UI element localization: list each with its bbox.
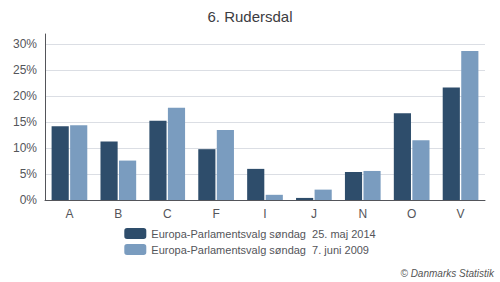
svg-text:© Danmarks Statistik: © Danmarks Statistik xyxy=(400,268,495,279)
svg-text:25%: 25% xyxy=(13,63,37,77)
svg-text:30%: 30% xyxy=(13,37,37,51)
svg-text:6. Rudersdal: 6. Rudersdal xyxy=(207,8,292,25)
svg-text:10%: 10% xyxy=(13,141,37,155)
svg-text:5%: 5% xyxy=(20,167,38,181)
svg-text:A: A xyxy=(65,207,73,221)
svg-text:V: V xyxy=(457,207,465,221)
svg-text:J: J xyxy=(311,207,317,221)
svg-text:B: B xyxy=(114,207,122,221)
svg-text:C: C xyxy=(163,207,172,221)
svg-text:N: N xyxy=(358,207,367,221)
svg-text:0%: 0% xyxy=(20,193,38,207)
svg-text:Europa-Parlamentsvalg søndag: Europa-Parlamentsvalg søndag 7. juni 200… xyxy=(151,244,369,256)
svg-text:F: F xyxy=(212,207,219,221)
svg-text:Europa-Parlamentsvalg søndag: Europa-Parlamentsvalg søndag 25. maj 201… xyxy=(151,228,375,240)
svg-text:O: O xyxy=(407,207,416,221)
svg-text:20%: 20% xyxy=(13,89,37,103)
svg-text:15%: 15% xyxy=(13,115,37,129)
svg-text:I: I xyxy=(263,207,266,221)
